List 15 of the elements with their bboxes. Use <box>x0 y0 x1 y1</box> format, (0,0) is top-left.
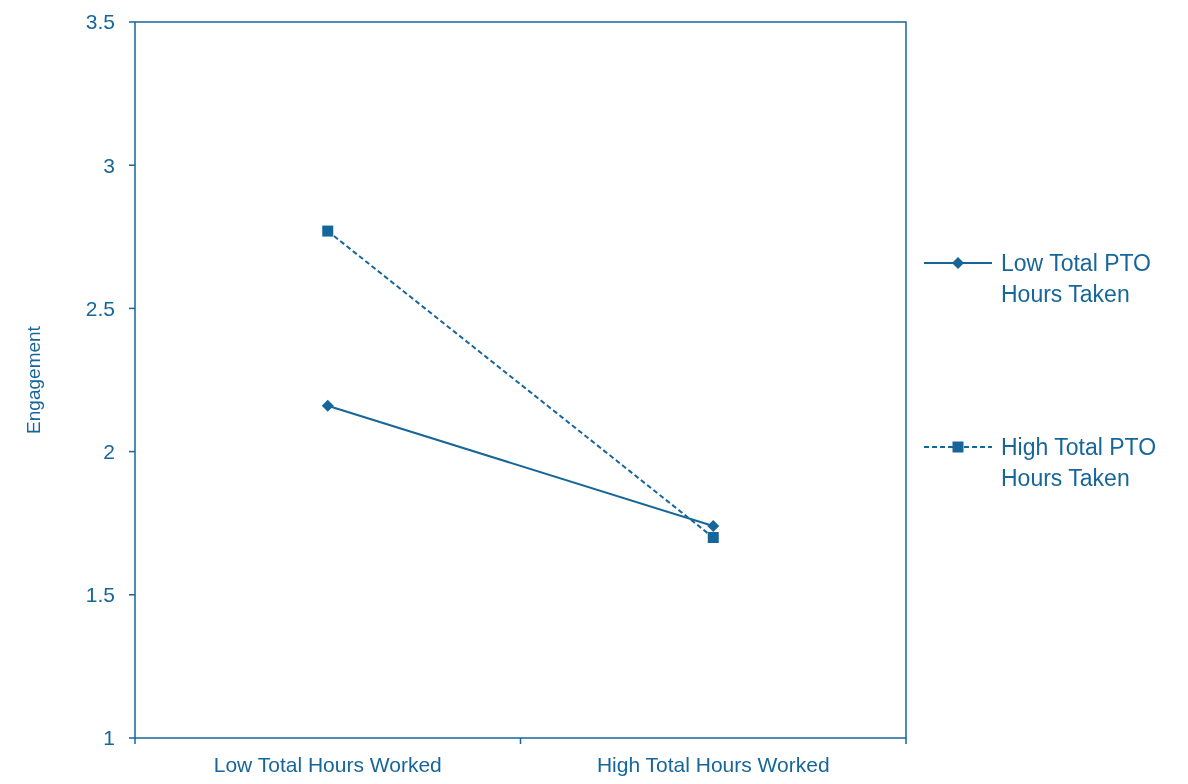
y-axis-title: Engagement <box>23 325 44 434</box>
y-tick-label: 3 <box>103 153 115 177</box>
legend-label: Low Total PTO Hours Taken <box>1001 250 1152 308</box>
point <box>707 520 720 533</box>
x-tick-label: Low Total Hours Worked <box>213 753 442 776</box>
y-tick-label: 1 <box>103 726 115 750</box>
y-tick-label: 1.5 <box>85 583 115 607</box>
y-tick-label: 3.5 <box>85 10 115 34</box>
point <box>321 399 334 412</box>
point <box>707 532 719 544</box>
legend-label: High Total PTO Hours Taken <box>1001 434 1157 492</box>
y-tick-label: 2 <box>103 439 115 463</box>
y-tick-label: 2.5 <box>85 296 115 320</box>
point <box>322 225 334 237</box>
x-tick-label: High Total Hours Worked <box>596 753 830 776</box>
